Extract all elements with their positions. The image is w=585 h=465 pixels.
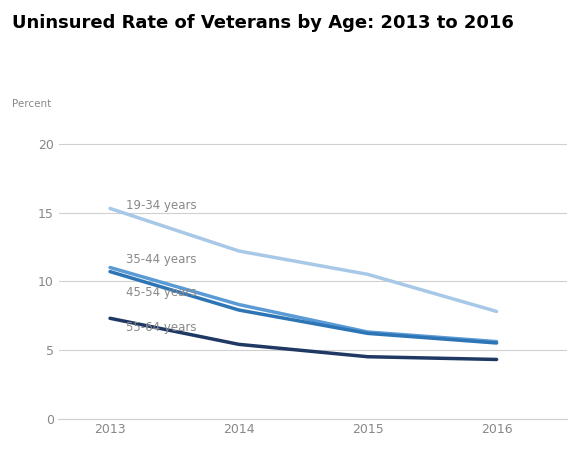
Text: Uninsured Rate of Veterans by Age: 2013 to 2016: Uninsured Rate of Veterans by Age: 2013 … <box>12 14 514 32</box>
Text: 45-54 years: 45-54 years <box>126 286 196 299</box>
Text: 35-44 years: 35-44 years <box>126 253 196 266</box>
Text: Percent: Percent <box>12 99 51 109</box>
Text: 55-64 years: 55-64 years <box>126 321 196 334</box>
Text: 19-34 years: 19-34 years <box>126 199 196 212</box>
